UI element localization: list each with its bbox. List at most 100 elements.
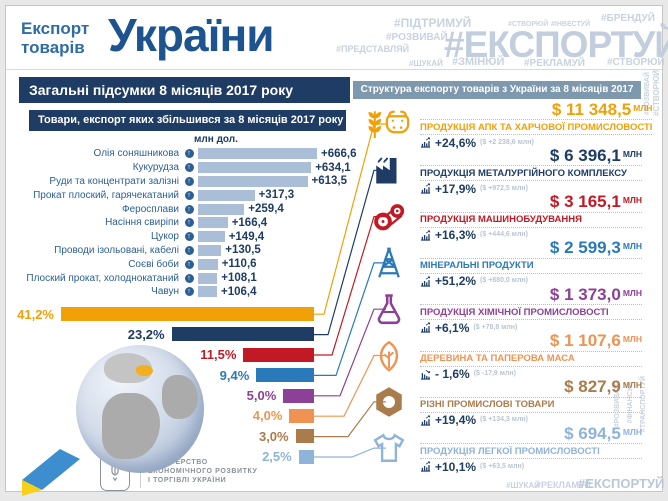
growth-chart-row: Проводи ізольовані, кабелі +130,5 <box>19 244 379 258</box>
increase-bullet-icon <box>185 232 194 242</box>
share-percent-label: 11,5% <box>200 347 237 363</box>
trend-down-icon <box>420 369 431 380</box>
category-item-misc-industrial: $ 827,9 млн РІЗНІ ПРОМИСЛОВІ ТОВАРИ +19,4… <box>358 377 642 426</box>
share-bar <box>295 429 314 444</box>
category-amount: $ 11 348,5 млн <box>551 99 653 119</box>
share-percent-label: 3,0% <box>258 428 289 444</box>
divider <box>6 69 662 70</box>
increase-bullet-icon <box>185 287 194 297</box>
growth-value-bar <box>198 258 218 270</box>
trend-icon <box>420 230 431 241</box>
growth-value-label: +166,4 <box>231 216 268 229</box>
category-amount: $ 1 373,0 млн <box>549 284 642 304</box>
category-item-light-industry: $ 694,5 млн ПРОДУКЦІЯ ЛЕГКОЇ ПРОМИСЛОВОСТ… <box>358 423 642 473</box>
hashtag: #СТВОРЮЙ <box>607 57 665 68</box>
growth-value-bar <box>198 189 255 201</box>
title-line-1: Експорт <box>21 19 90 38</box>
share-percent-label: 9,4% <box>219 367 250 383</box>
share-bar-row: 11,5% <box>6 347 314 363</box>
trend-icon <box>420 183 431 194</box>
share-bar-row: 4,0% <box>6 408 314 424</box>
product-label: Руди та концентрати залізні <box>49 175 179 187</box>
category-label: ПРОДУКЦІЯ МАШИНОБУДУВАННЯ <box>420 214 582 226</box>
category-amount: $ 6 396,1 млн <box>549 145 642 165</box>
growth-chart-unit-label: млн дол. <box>194 134 238 145</box>
product-label: Цукор <box>150 231 179 243</box>
growth-value-bar <box>198 286 217 298</box>
hashtag: #РЕКЛАМУЙ <box>536 480 591 490</box>
category-amount: $ 694,5 млн <box>564 423 642 443</box>
share-bar-row: 9,4% <box>6 367 314 383</box>
share-percent-label: 2,5% <box>262 449 292 465</box>
category-label: РІЗНІ ПРОМИСЛОВІ ТОВАРИ <box>420 399 555 411</box>
category-item-metallurgy: $ 6 396,1 млн ПРОДУКЦІЯ МЕТАЛУРГІЙНОГО КО… <box>358 145 642 195</box>
category-item-machinery: $ 3 165,1 млн ПРОДУКЦІЯ МАШИНОБУДУВАННЯ +… <box>358 192 642 241</box>
share-bar <box>171 327 314 342</box>
category-change: +19,4% ($ +134,3 млн) <box>420 414 642 426</box>
machinery-icon <box>358 194 420 240</box>
product-label: Плоский прокат, холоднокатаний <box>26 272 179 284</box>
share-bar <box>289 408 314 423</box>
share-percent-label: 4,0% <box>252 408 283 424</box>
hashtag-main: #ЕКСПОРТУЙ <box>444 24 668 65</box>
product-label: Кукурудза <box>132 162 179 174</box>
infographic-card: Експорт товарів України #ПІДТРИМУЙ #СТВО… <box>5 5 668 496</box>
trend-icon <box>420 461 431 472</box>
category-item-minerals: $ 2 599,3 млн МІНЕРАЛЬНІ ПРОДУКТИ +51,2% … <box>358 238 642 287</box>
growth-chart-row: Руди та концентрати залізні +613,5 <box>19 175 379 189</box>
category-label: МІНЕРАЛЬНІ ПРОДУКТИ <box>420 260 534 272</box>
increase-bullet-icon <box>185 273 194 283</box>
share-bar-row: 23,2% <box>6 326 314 342</box>
growth-value-bar <box>198 148 317 160</box>
share-percent-label: 5,0% <box>246 388 277 404</box>
category-change: +10,1% ($ +63,5 млн) <box>420 461 642 473</box>
factory-icon <box>358 147 420 193</box>
category-amount: $ 3 165,1 млн <box>549 192 642 212</box>
growth-chart-row: Феросплави +259,4 <box>19 202 379 216</box>
growth-chart: Олія соняшникова +666,6 Кукурудза +634,1… <box>19 147 379 299</box>
growth-chart-row: Прокат плоский, гарячекатаний +317,3 <box>19 188 379 202</box>
trend-icon <box>420 415 431 426</box>
category-change: +24,6% ($ +2 238,6 млн) <box>420 137 652 149</box>
globe-ukraine-highlight <box>136 365 153 376</box>
growth-chart-row: Кукурудза +634,1 <box>19 161 379 175</box>
product-label: Олія соняшникова <box>93 148 179 160</box>
growth-value-bar <box>198 162 312 174</box>
growth-chart-row: Плоский прокат, холоднокатаний +108,1 <box>19 271 379 285</box>
growth-value-label: +106,4 <box>221 285 257 298</box>
globe-illustration <box>76 345 204 473</box>
category-label: ДЕРЕВИНА ТА ПАПЕРОВА МАСА <box>420 353 575 364</box>
ministry-line: ЕКОНОМІЧНОГО РОЗВИТКУ <box>148 468 258 475</box>
growth-value-label: +130,5 <box>225 244 261 257</box>
globe-africa <box>102 393 160 459</box>
category-label: ПРОДУКЦІЯ ЛЕГКОЇ ПРОМИСЛОВОСТІ <box>420 445 600 457</box>
increase-bullet-icon <box>185 149 194 159</box>
growth-value-label: +317,3 <box>258 189 295 202</box>
share-bar <box>298 449 314 464</box>
product-label: Прокат плоский, гарячекатаний <box>33 189 179 201</box>
product-label: Феросплави <box>122 203 179 215</box>
category-label: ПРОДУКЦІЯ АПК ТА ХАРЧОВОЇ ПРОМИСЛОВОСТІ <box>420 121 653 133</box>
share-bar-row: 2,5% <box>6 449 314 465</box>
growth-chart-title: Товари, експорт яких збільшився за 8 міс… <box>29 110 346 131</box>
trend-icon <box>420 276 431 287</box>
trend-icon <box>420 322 431 333</box>
product-label: Соєві боби <box>128 258 179 270</box>
increase-bullet-icon <box>185 163 194 173</box>
product-label: Проводи ізольовані, кабелі <box>54 244 179 256</box>
share-bar <box>243 347 314 362</box>
increase-bullet-icon <box>185 190 194 200</box>
category-item-agro: $ 11 348,5 млн ПРОДУКЦІЯ АПК ТА ХАРЧОВОЇ … <box>358 101 653 149</box>
leaf-icon <box>358 333 420 379</box>
category-label: ПРОДУКЦІЯ ХІМІЧНОЇ ПРОМИСЛОВОСТІ <box>420 306 609 318</box>
growth-value-bar <box>198 272 218 284</box>
hashtag: #РЕКЛАМУЙ <box>524 58 585 69</box>
category-change: +17,9% ($ +972,5 млн) <box>420 183 642 195</box>
share-percent-label: 23,2% <box>127 326 165 342</box>
globe-asia <box>162 375 198 419</box>
category-amount: $ 827,9 млн <box>564 377 642 397</box>
hashtag: #ЕКСПОРТУЙ <box>578 476 665 491</box>
title-line-2: товарів <box>21 38 85 57</box>
category-amount: $ 2 599,3 млн <box>549 238 642 258</box>
hashtag: #ПІДТРИМУЙ <box>394 16 472 30</box>
